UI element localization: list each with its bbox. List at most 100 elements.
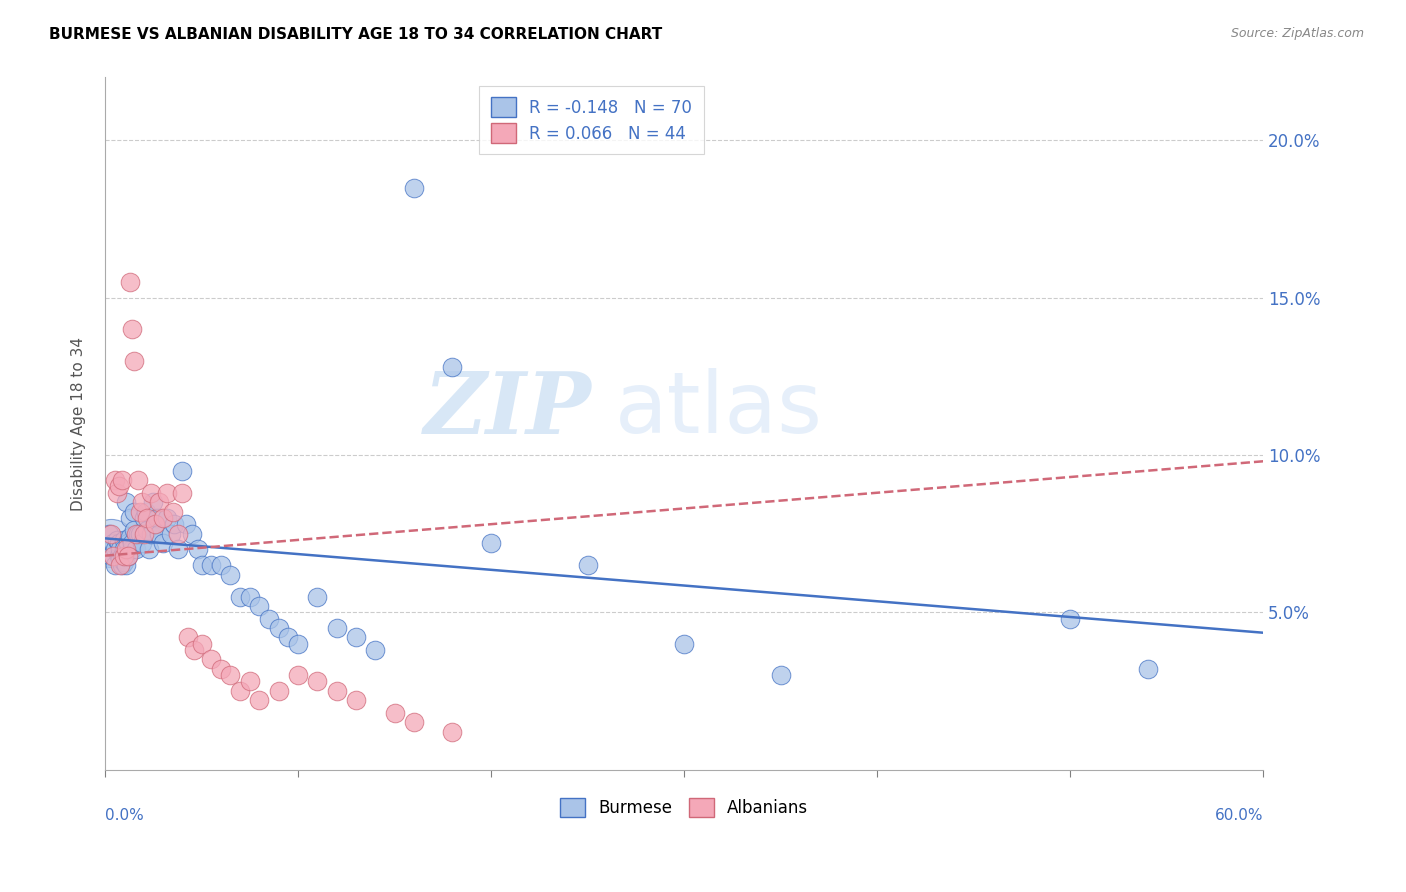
Point bbox=[107, 549, 129, 563]
Point bbox=[287, 637, 309, 651]
Point bbox=[104, 473, 127, 487]
Point bbox=[267, 621, 290, 635]
Point bbox=[100, 536, 122, 550]
Point bbox=[131, 536, 153, 550]
Point bbox=[120, 530, 142, 544]
Point bbox=[162, 505, 184, 519]
Point bbox=[120, 511, 142, 525]
Point bbox=[104, 542, 127, 557]
Point bbox=[219, 567, 242, 582]
Point bbox=[159, 526, 181, 541]
Point bbox=[172, 485, 194, 500]
Point bbox=[219, 668, 242, 682]
Text: atlas: atlas bbox=[614, 368, 823, 451]
Point bbox=[112, 549, 135, 563]
Point bbox=[110, 558, 132, 573]
Point bbox=[122, 505, 145, 519]
Point bbox=[209, 558, 232, 573]
Point bbox=[122, 353, 145, 368]
Point bbox=[138, 542, 160, 557]
Y-axis label: Disability Age 18 to 34: Disability Age 18 to 34 bbox=[72, 336, 86, 510]
Point bbox=[101, 549, 124, 563]
Point bbox=[105, 485, 128, 500]
Point bbox=[307, 590, 329, 604]
Point bbox=[122, 524, 145, 538]
Point bbox=[142, 495, 165, 509]
Point bbox=[441, 359, 464, 374]
Point bbox=[156, 485, 179, 500]
Point bbox=[364, 643, 387, 657]
Point bbox=[267, 684, 290, 698]
Point bbox=[115, 558, 138, 573]
Point bbox=[277, 631, 299, 645]
Point bbox=[177, 631, 200, 645]
Point bbox=[107, 536, 129, 550]
Point bbox=[110, 551, 132, 566]
Point bbox=[209, 662, 232, 676]
Point bbox=[183, 643, 205, 657]
Point bbox=[128, 526, 150, 541]
Point bbox=[112, 555, 135, 569]
Point bbox=[384, 706, 406, 720]
Point bbox=[97, 526, 120, 541]
Point bbox=[125, 526, 148, 541]
Point bbox=[174, 517, 197, 532]
Point bbox=[127, 473, 149, 487]
Point bbox=[576, 558, 599, 573]
Point bbox=[105, 533, 128, 547]
Point bbox=[441, 724, 464, 739]
Point bbox=[121, 542, 143, 557]
Text: ZIP: ZIP bbox=[423, 368, 592, 451]
Point bbox=[402, 180, 425, 194]
Point bbox=[307, 674, 329, 689]
Point bbox=[112, 533, 135, 547]
Point bbox=[167, 542, 190, 557]
Point bbox=[136, 511, 159, 525]
Point bbox=[115, 495, 138, 509]
Point bbox=[156, 511, 179, 525]
Point bbox=[120, 275, 142, 289]
Point bbox=[229, 684, 252, 698]
Point bbox=[121, 322, 143, 336]
Point bbox=[200, 652, 222, 666]
Point bbox=[104, 558, 127, 573]
Point bbox=[325, 621, 347, 635]
Text: 0.0%: 0.0% bbox=[105, 808, 143, 823]
Point bbox=[172, 464, 194, 478]
Point bbox=[135, 505, 157, 519]
Point bbox=[249, 599, 271, 613]
Point bbox=[132, 511, 155, 525]
Point bbox=[112, 542, 135, 557]
Point bbox=[249, 693, 271, 707]
Point bbox=[1136, 662, 1159, 676]
Point bbox=[115, 542, 138, 557]
Point bbox=[163, 517, 186, 532]
Point bbox=[125, 542, 148, 557]
Point bbox=[148, 526, 170, 541]
Point bbox=[121, 536, 143, 550]
Point bbox=[100, 549, 122, 563]
Text: 60.0%: 60.0% bbox=[1215, 808, 1264, 823]
Point bbox=[136, 524, 159, 538]
Point bbox=[152, 536, 174, 550]
Point bbox=[180, 526, 202, 541]
Point bbox=[190, 558, 212, 573]
Point bbox=[111, 473, 134, 487]
Text: BURMESE VS ALBANIAN DISABILITY AGE 18 TO 34 CORRELATION CHART: BURMESE VS ALBANIAN DISABILITY AGE 18 TO… bbox=[49, 27, 662, 42]
Point bbox=[167, 526, 190, 541]
Point bbox=[128, 505, 150, 519]
Point bbox=[101, 536, 124, 550]
Point bbox=[131, 495, 153, 509]
Point bbox=[132, 526, 155, 541]
Point bbox=[107, 479, 129, 493]
Point bbox=[117, 549, 139, 563]
Point bbox=[287, 668, 309, 682]
Point bbox=[229, 590, 252, 604]
Point bbox=[141, 526, 163, 541]
Point bbox=[148, 495, 170, 509]
Point bbox=[325, 684, 347, 698]
Point bbox=[239, 590, 262, 604]
Point bbox=[143, 517, 166, 532]
Point bbox=[257, 611, 280, 625]
Text: Source: ZipAtlas.com: Source: ZipAtlas.com bbox=[1230, 27, 1364, 40]
